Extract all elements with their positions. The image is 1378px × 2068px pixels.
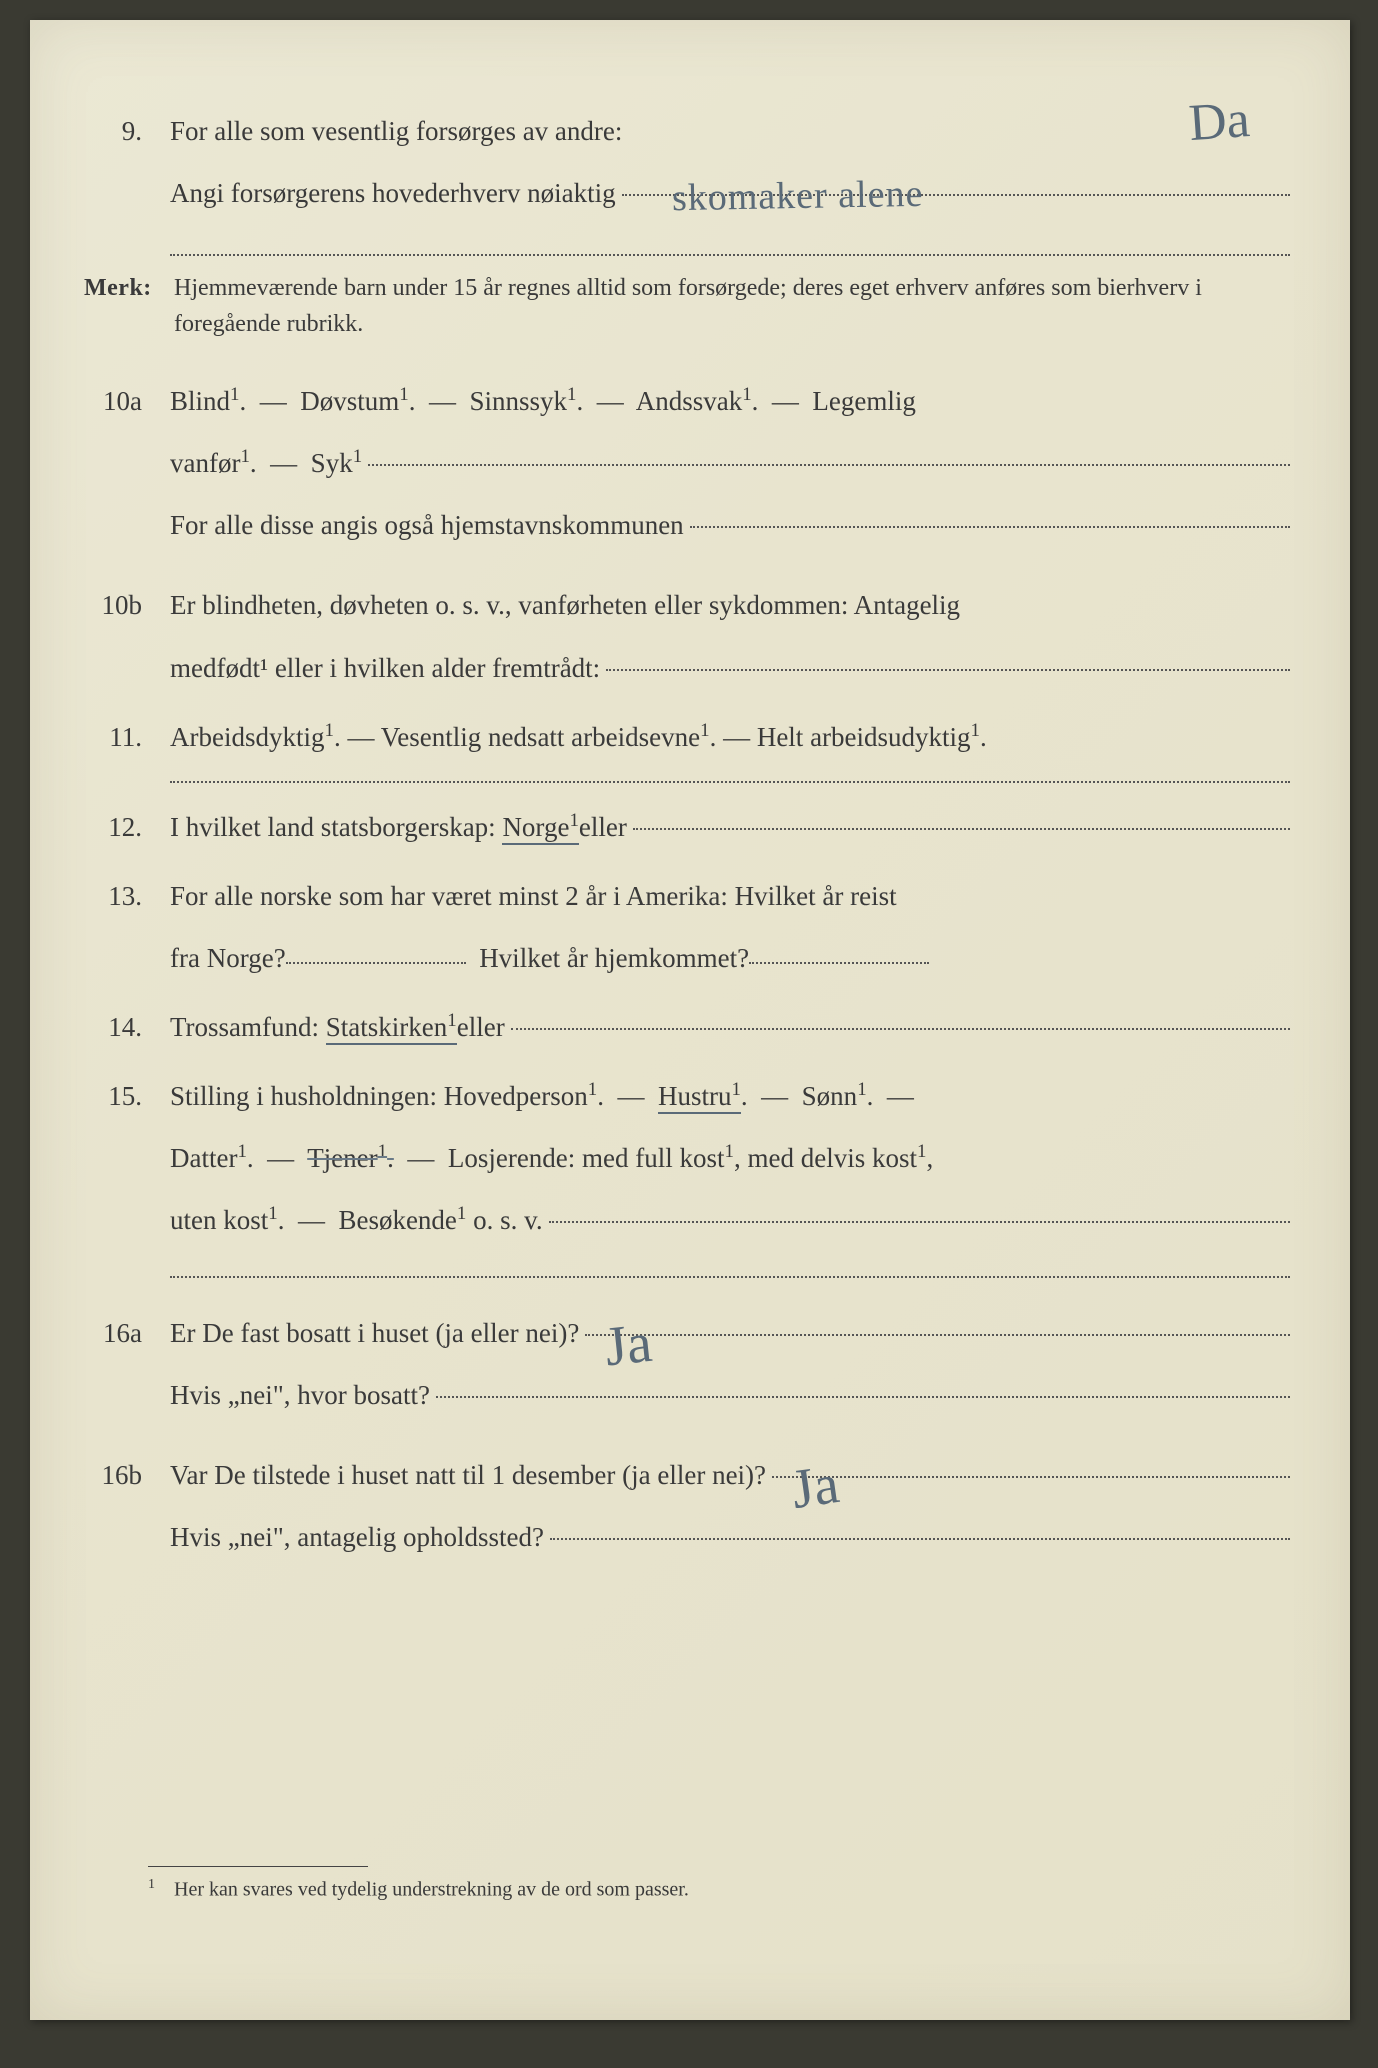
q14-underlined: Statskirken1 — [319, 1007, 457, 1047]
question-12: 12. I hvilket land statsborgerskap: Norg… — [80, 807, 1290, 847]
question-16b: 16b Var De tilstede i huset natt til 1 d… — [80, 1444, 1290, 1568]
q14-suffix: eller — [457, 1008, 505, 1047]
question-11: 11. Arbeidsdyktig1. — Vesentlig nedsatt … — [80, 717, 1290, 757]
question-15: 15. Stilling i husholdningen: Hovedperso… — [80, 1065, 1290, 1251]
q15-number: 15. — [80, 1077, 170, 1116]
q12-underlined: Norge1 — [496, 807, 579, 847]
q9-line2-prefix: Angi forsørgerens hovederhverv nøiaktig — [170, 162, 616, 224]
q10b-line1: Er blindheten, døvheten o. s. v., vanfør… — [170, 574, 1290, 636]
question-14: 14. Trossamfund: Statskirken1 eller — [80, 1007, 1290, 1047]
q16b-line2: Hvis „nei", antagelig opholdssted? — [170, 1506, 544, 1568]
question-10a: 10a Blind1. — Døvstum1. — Sinnssyk1. — A… — [80, 370, 1290, 556]
q12-suffix: eller — [579, 808, 627, 847]
q10a-options: Blind1. — Døvstum1. — Sinnssyk1. — Andss… — [170, 370, 916, 432]
footnote-marker: 1 — [148, 1877, 155, 1892]
q10b-number: 10b — [80, 586, 170, 625]
blank — [368, 437, 1290, 466]
footnote-rule — [148, 1866, 368, 1867]
q16b-number: 16b — [80, 1456, 170, 1495]
question-13: 13. For alle norske som har været minst … — [80, 865, 1290, 989]
divider — [170, 1276, 1290, 1278]
blank — [549, 1194, 1290, 1223]
blank — [511, 1001, 1290, 1030]
q16b-question: Var De tilstede i huset natt til 1 desem… — [170, 1444, 766, 1506]
q13-line2b: Hvilket år hjemkommet? — [466, 927, 749, 989]
divider — [170, 781, 1290, 783]
blank — [690, 499, 1290, 528]
blank — [286, 962, 466, 964]
blank — [606, 642, 1290, 671]
footnote-text: Her kan svares ved tydelig understreknin… — [174, 1879, 689, 1901]
blank — [749, 962, 929, 964]
q16b-answer-blank: Ja — [772, 1449, 1290, 1478]
question-16a: 16a Er De fast bosatt i huset (ja eller … — [80, 1302, 1290, 1426]
merk-text: Hjemmeværende barn under 15 år regnes al… — [174, 270, 1290, 342]
q16a-number: 16a — [80, 1314, 170, 1353]
q10a-options-cont: vanfør1. — Syk1 — [170, 432, 362, 494]
empty-space — [80, 1586, 1290, 1866]
q11-text: Arbeidsdyktig1. — Vesentlig nedsatt arbe… — [170, 722, 987, 752]
q11-number: 11. — [80, 718, 170, 757]
q9-answer-blank: skomaker alene — [622, 167, 1290, 196]
q13-line1: For alle norske som har været minst 2 år… — [170, 865, 1290, 927]
q14-prefix: Trossamfund: — [170, 1008, 319, 1047]
q16a-line2: Hvis „nei", hvor bosatt? — [170, 1364, 430, 1426]
q10a-number: 10a — [80, 382, 170, 421]
question-9: 9. For alle som vesentlig forsørges av a… — [80, 100, 1290, 224]
blank — [550, 1511, 1290, 1540]
q15-line1: Stilling i husholdningen: Hovedperson1. … — [170, 1065, 1290, 1127]
q15-line2: Datter1. — Tjener1. — Losjerende: med fu… — [170, 1127, 1290, 1189]
question-10b: 10b Er blindheten, døvheten o. s. v., va… — [80, 574, 1290, 698]
divider — [170, 254, 1290, 256]
merk-note: Merk: Hjemmeværende barn under 15 år reg… — [80, 254, 1290, 342]
handwritten-margin-note: Da — [1187, 82, 1253, 161]
census-form-page: Da 9. For alle som vesentlig forsørges a… — [30, 20, 1350, 2020]
q12-prefix: I hvilket land statsborgerskap: — [170, 808, 496, 847]
q12-number: 12. — [80, 808, 170, 847]
q16a-answer-blank: Ja — [585, 1307, 1290, 1336]
blank — [436, 1369, 1290, 1398]
q16a-question: Er De fast bosatt i huset (ja eller nei)… — [170, 1302, 579, 1364]
q14-number: 14. — [80, 1008, 170, 1047]
handwritten-q9-answer: skomaker alene — [671, 151, 924, 243]
merk-label: Merk: — [80, 271, 174, 306]
footnote: 1 Her kan svares ved tydelig understrekn… — [148, 1875, 1290, 1905]
q10a-line2: For alle disse angis også hjemstavnskomm… — [170, 494, 684, 556]
q13-number: 13. — [80, 877, 170, 916]
blank — [633, 801, 1290, 830]
q9-number: 9. — [80, 112, 170, 151]
q15-line3: uten kost1. — Besøkende1 o. s. v. — [170, 1189, 543, 1251]
q9-line1: For alle som vesentlig forsørges av andr… — [170, 100, 1290, 162]
q10b-line2: medfødt¹ eller i hvilken alder fremtrådt… — [170, 637, 600, 699]
q13-line2a: fra Norge? — [170, 927, 286, 989]
